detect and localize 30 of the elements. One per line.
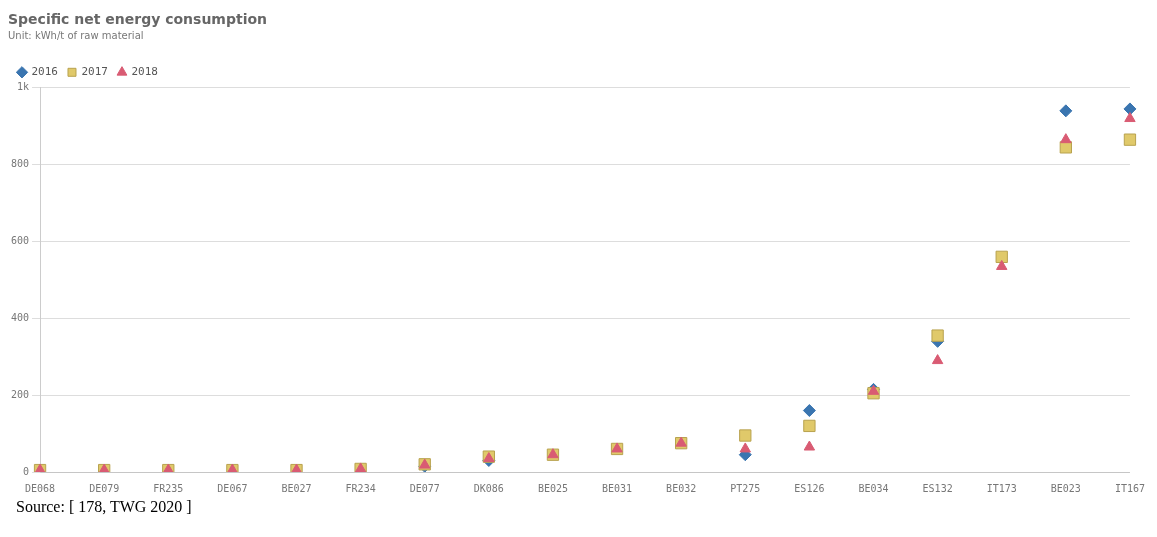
source-note: Source: [ 178, TWG 2020 ] xyxy=(16,498,193,516)
x-tick-label: BE025 xyxy=(537,482,568,494)
legend-label: 2018 xyxy=(131,65,158,79)
x-tick-label: ES126 xyxy=(794,482,825,494)
x-tick-label: DE079 xyxy=(89,482,120,494)
x-tick-label: PT275 xyxy=(730,482,761,494)
x-tick-label: BE027 xyxy=(281,482,312,494)
x-tick-label: BE034 xyxy=(858,482,889,494)
x-tick-label: BE032 xyxy=(666,482,697,494)
x-tick-label: DE067 xyxy=(217,482,248,494)
y-tick-label: 200 xyxy=(11,388,30,400)
y-tick-label: 400 xyxy=(11,311,30,323)
x-tick-label: DE077 xyxy=(409,482,440,494)
x-tick-label: IT173 xyxy=(986,482,1017,494)
y-tick-label: 600 xyxy=(11,235,30,247)
x-tick-label: DE068 xyxy=(25,482,56,494)
x-tick-label: FR234 xyxy=(345,482,376,494)
x-tick-label: BE023 xyxy=(1050,482,1081,494)
y-tick-label: 1k xyxy=(17,81,30,93)
y-tick-label: 0 xyxy=(23,465,30,477)
chart-subtitle: Unit: kWh/t of raw material xyxy=(8,30,144,42)
x-tick-label: IT167 xyxy=(1114,482,1145,494)
legend-label: 2017 xyxy=(81,65,108,79)
y-tick-label: 800 xyxy=(11,158,30,170)
x-tick-label: ES132 xyxy=(922,482,953,494)
x-tick-label: BE031 xyxy=(602,482,633,494)
x-tick-label: DK086 xyxy=(473,482,504,494)
chart-title: Specific net energy consumption xyxy=(8,11,268,28)
legend-label: 2016 xyxy=(31,65,58,79)
x-tick-label: FR235 xyxy=(153,482,184,494)
